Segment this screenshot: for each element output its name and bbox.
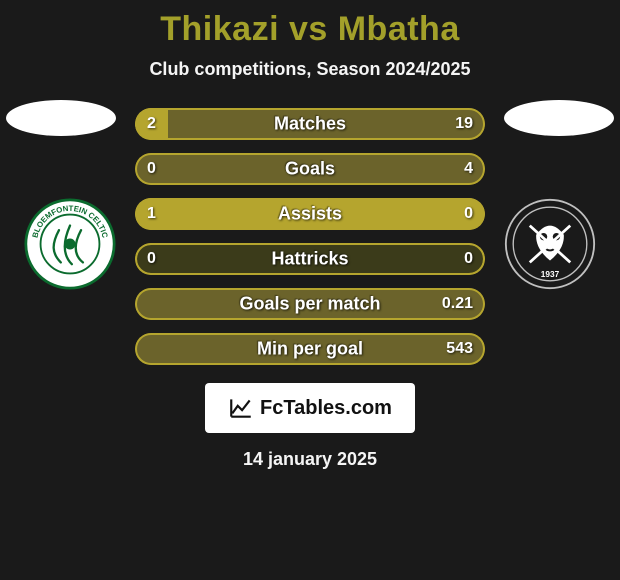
date-text: 14 january 2025 (0, 449, 620, 470)
orlando-pirates-icon: 1937 (504, 198, 596, 290)
stat-label: Goals (285, 159, 335, 180)
player-photo-left-placeholder (6, 100, 116, 136)
brand-box[interactable]: FcTables.com (205, 383, 415, 433)
stat-bar: Hattricks 0 0 (135, 243, 485, 275)
stat-bars: Matches219Goals04Assists10Hattricks00Goa… (135, 108, 485, 365)
stat-bar: Min per goal 543 (135, 333, 485, 365)
stat-value-right: 0 (464, 250, 473, 268)
page-title: Thikazi vs Mbatha (0, 0, 620, 49)
stat-bar: Goals 0 4 (135, 153, 485, 185)
stat-value-right: 0 (464, 205, 473, 223)
stat-value-right: 19 (455, 115, 473, 133)
stat-bar: Matches 2 19 (135, 108, 485, 140)
stat-label: Assists (278, 204, 342, 225)
subtitle: Club competitions, Season 2024/2025 (0, 59, 620, 80)
stat-bar: Assists 1 0 (135, 198, 485, 230)
club-badge-left: BLOEMFONTEIN CELTIC (24, 198, 116, 290)
fctables-logo-icon (228, 395, 254, 421)
stat-value-right: 0.21 (442, 295, 473, 313)
stat-value-right: 543 (446, 340, 473, 358)
brand-label: FcTables.com (260, 397, 392, 420)
stat-value-left: 0 (147, 250, 156, 268)
bloemfontein-celtic-icon: BLOEMFONTEIN CELTIC (24, 198, 116, 290)
player-photo-right-placeholder (504, 100, 614, 136)
comparison-panel: BLOEMFONTEIN CELTIC 1937 Matches 2 19 Goals… (0, 108, 620, 470)
stat-label: Min per goal (257, 339, 363, 360)
stat-label: Matches (274, 114, 346, 135)
stat-label: Goals per match (239, 294, 380, 315)
stat-value-left: 0 (147, 160, 156, 178)
stat-label: Hattricks (271, 249, 348, 270)
club-badge-right: 1937 (504, 198, 596, 290)
stat-value-left: 1 (147, 205, 156, 223)
stat-value-right: 4 (464, 160, 473, 178)
stat-value-left: 2 (147, 115, 156, 133)
svg-text:1937: 1937 (541, 270, 560, 279)
stat-bar: Goals per match 0.21 (135, 288, 485, 320)
